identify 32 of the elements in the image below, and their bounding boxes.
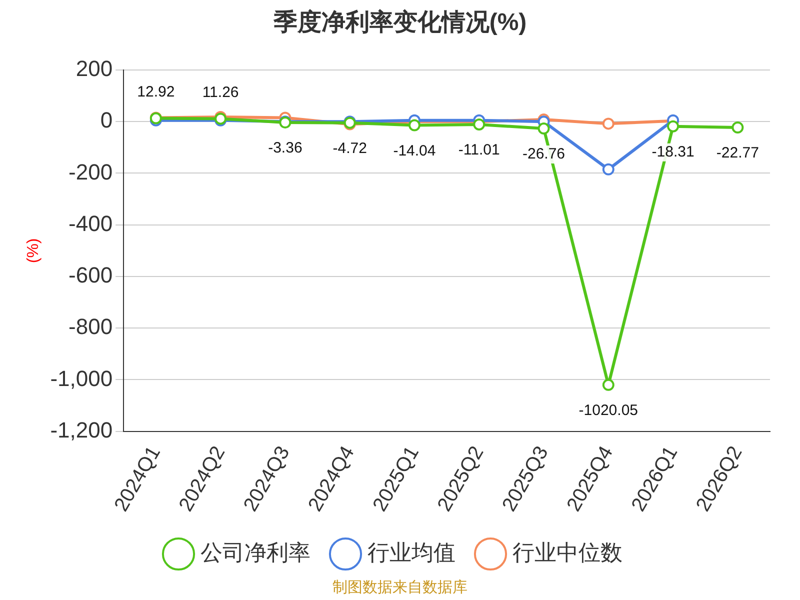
point: [408, 119, 420, 132]
y-tick-label: 200: [76, 56, 113, 82]
point: [602, 118, 614, 130]
data-label: -4.72: [332, 140, 367, 157]
legend-label: 公司净利率: [200, 540, 310, 566]
data-label: -1020.05: [578, 402, 638, 420]
text: 制图数据来自数据库: [332, 578, 468, 597]
point: [538, 122, 550, 135]
data-label: -18.31: [652, 143, 694, 160]
y-axis-title: (%): [25, 238, 42, 264]
y-tick-label: -400: [68, 210, 113, 236]
data-label: 12.92: [137, 83, 175, 100]
legend-label: 行业均值: [368, 540, 456, 566]
point: [473, 118, 486, 130]
data-label: -11.01: [458, 142, 500, 159]
y-tick-label: -800: [68, 314, 113, 340]
y-tick-label: -1,000: [50, 366, 113, 391]
y-tick-label: -1,200: [50, 417, 113, 442]
chart-title: 季度净利率变化情况(%): [272, 8, 528, 38]
y-tick-label: 0: [100, 108, 113, 133]
legend-label: 行业中位数: [512, 540, 622, 566]
point: [602, 163, 614, 176]
data-label: 11.26: [202, 84, 239, 101]
data-label: -14.04: [393, 142, 436, 160]
data-label: -22.77: [716, 144, 759, 162]
data-label: -26.76: [522, 146, 566, 163]
point: [732, 122, 744, 134]
point: [667, 120, 680, 132]
point: [602, 378, 614, 391]
y-tick-label: -200: [68, 159, 113, 184]
data-label: -3.36: [268, 140, 302, 157]
y-tick-label: -600: [68, 262, 113, 288]
